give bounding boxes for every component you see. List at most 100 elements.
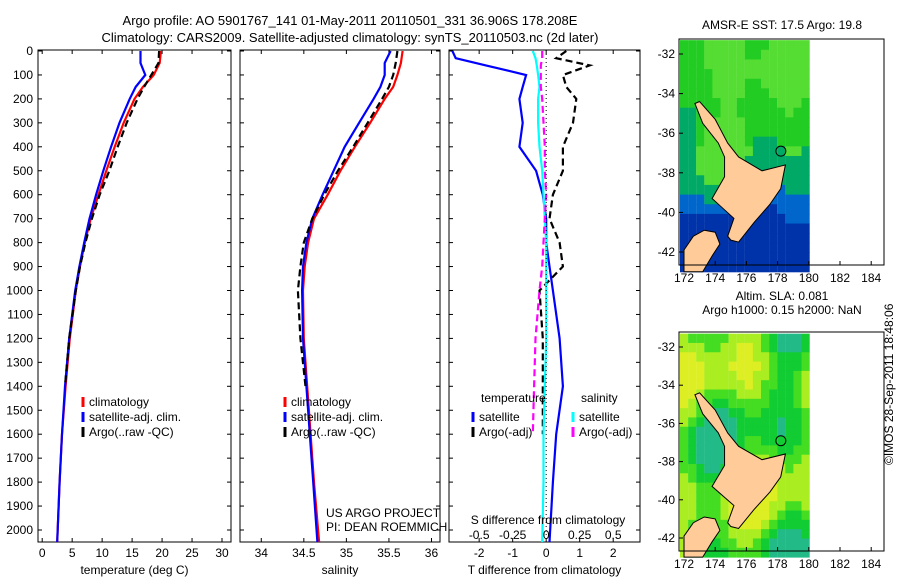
map-cell [736,88,745,99]
map-cell [744,78,753,89]
map-cell [752,107,762,118]
map-cell [736,59,745,70]
map-cell [793,398,802,409]
map-cell [785,204,794,215]
map-cell [785,49,794,60]
map-cell [761,127,770,138]
map-cell [769,107,778,118]
map-cell [801,333,810,344]
map-cell [728,547,737,558]
map-cell [761,380,770,390]
map-cell [704,165,713,176]
map-cell [785,482,794,493]
map-cell [696,370,705,381]
map-cell [680,184,689,196]
map-cell [696,175,705,186]
map-cell [688,342,697,353]
x-tick-label: 0 [39,546,46,560]
y-tick-label: 700 [13,212,33,226]
map-cell [744,69,753,80]
map-cell [720,529,729,539]
map-cell [752,49,762,60]
map-cell [769,547,778,558]
map-cell [801,136,810,147]
legend-label: satellite-adj. clim. [291,410,383,424]
map-cell [712,398,721,409]
map-cell [761,136,770,147]
map-cell [777,352,786,363]
map-cell [801,88,810,99]
map-cell [761,445,770,456]
map-cell [744,333,753,344]
map-cell [696,223,705,234]
map-cell [712,501,721,512]
map-cell [736,69,745,80]
map-cell [720,342,729,353]
map-cell [785,501,794,512]
map-cell [761,107,770,118]
map-cell [793,107,802,118]
axes-frame [37,49,232,543]
map-cell [777,242,786,253]
map-cell [688,175,697,186]
map-cell [801,380,810,390]
map-cell [680,78,689,89]
map-cell [688,184,697,196]
map-cell [720,107,729,118]
map-cell [696,194,705,205]
y-tick-label: 600 [13,188,33,202]
map-cell [736,352,745,363]
map-cell [785,155,794,167]
map-cell [736,146,745,157]
map-cell [769,117,778,128]
map-cell [728,529,737,539]
map-cell [785,184,794,196]
map-cell [744,538,753,549]
map-cell [688,389,697,400]
map-cell [736,242,745,253]
map-cell [712,78,721,89]
map-cell [688,361,697,372]
y-tick-label: 1800 [6,475,33,489]
map-cell [752,417,762,428]
map-cell [712,463,721,474]
map-cell [793,482,802,493]
map-cell [785,454,794,465]
map-cell [704,127,713,138]
map-cell [720,519,729,530]
map-cell [696,213,705,225]
map-cell [793,473,802,484]
map-cell [777,519,786,530]
map-cell [761,252,770,263]
map-cell [688,107,697,118]
map-cell [793,538,802,549]
map-cell [728,117,737,128]
map-cell [801,223,810,234]
lon-tick-label: 178 [768,557,788,571]
map-cell [744,49,753,60]
map-cell [752,370,762,381]
south-island-land [683,229,721,273]
map-cell [688,146,697,157]
map-cell [761,155,770,167]
map-cell [704,482,713,493]
map-cell [704,501,713,512]
map-cell [761,547,770,558]
map-cell [680,69,689,80]
map-cell [744,445,753,456]
map-cell [785,417,794,428]
lat-tick-label: -34 [658,87,676,101]
map-cell [696,155,705,167]
map-cell [793,88,802,99]
south-island-land [683,516,721,558]
map-cell [793,40,802,51]
map-cell [752,155,762,167]
map-cell [744,262,753,273]
lon-tick-label: 176 [736,271,756,285]
map-cell [712,204,721,215]
map-cell [736,40,745,51]
map-cell [696,361,705,372]
map-cell [688,49,697,60]
map-cell [736,370,745,381]
